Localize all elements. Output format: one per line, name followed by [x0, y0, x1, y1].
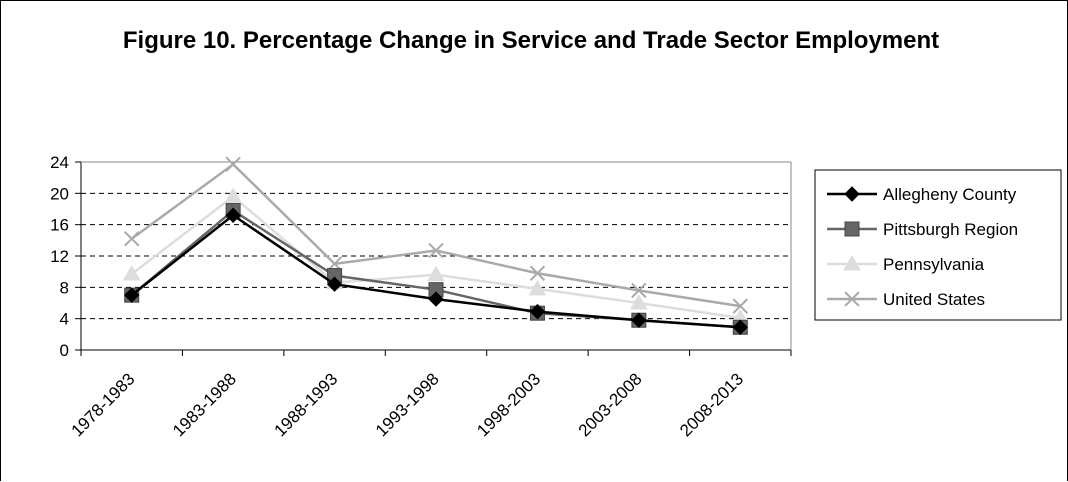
data-point-pennsylvania [629, 293, 648, 310]
legend-marker [844, 186, 860, 202]
y-tick-label: 24 [50, 153, 69, 172]
legend-item-united-states: United States [827, 290, 985, 309]
x-marker-stroke [428, 242, 444, 259]
x-marker-stroke [225, 156, 241, 173]
data-point-pennsylvania [122, 265, 141, 281]
series-united-states [124, 156, 748, 314]
legend-item-pittsburgh-region: Pittsburgh Region [827, 220, 1018, 239]
data-point-pennsylvania [427, 265, 445, 282]
legend-marker [844, 221, 860, 237]
y-tick-label: 12 [50, 247, 69, 266]
x-marker-stroke [732, 298, 748, 314]
data-point-allegheny-county [529, 303, 546, 320]
y-tick-label: 20 [50, 184, 69, 203]
x-marker-stroke [529, 265, 546, 281]
legend: Allegheny County Pittsburgh Region Pennsyl… [814, 169, 1062, 321]
data-point-united-states [225, 156, 241, 173]
x-tick-label: 2003-2008 [575, 369, 646, 440]
data-point-allegheny-county [225, 207, 241, 223]
series-group [122, 156, 750, 335]
legend-item-pennsylvania: Pennsylvania [827, 254, 985, 274]
x-marker-stroke [844, 291, 860, 307]
series-allegheny-county [124, 207, 748, 335]
legend-label: United States [883, 290, 985, 309]
legend-label: Pennsylvania [883, 255, 985, 274]
legend-marker [843, 254, 861, 271]
x-tick-label: 2008-2013 [676, 369, 747, 440]
data-point-united-states [124, 231, 140, 247]
data-point-allegheny-county [732, 319, 748, 335]
data-point-united-states [631, 282, 647, 299]
data-point-united-states [428, 242, 444, 259]
data-point-pennsylvania [224, 187, 243, 203]
data-point-allegheny-county [631, 312, 647, 328]
x-marker-stroke [631, 282, 647, 299]
y-tick-label: 8 [60, 278, 69, 297]
data-point-allegheny-county [326, 276, 343, 292]
data-point-pennsylvania [528, 279, 547, 296]
chart-title: Figure 10. Percentage Change in Service … [122, 27, 940, 54]
x-tick-label: 1993-1998 [372, 369, 443, 440]
y-tick-label: 0 [60, 341, 69, 360]
x-tick-label: 1983-1988 [169, 369, 240, 440]
legend-label: Allegheny County [883, 185, 1017, 204]
legend-label: Pittsburgh Region [883, 220, 1018, 239]
data-point-united-states [732, 298, 748, 314]
data-point-united-states [529, 265, 546, 281]
x-marker-stroke [124, 231, 140, 247]
legend-marker [844, 291, 860, 307]
y-tick-label: 4 [60, 310, 69, 329]
legend-item-allegheny-county: Allegheny County [827, 185, 1017, 204]
y-tick-label: 16 [50, 216, 69, 235]
data-point-allegheny-county [428, 291, 444, 307]
x-tick-label: 1988-1993 [270, 369, 341, 440]
x-tick-label: 1978-1983 [68, 369, 139, 440]
x-tick-label: 1998-2003 [473, 369, 544, 440]
data-point-allegheny-county [124, 287, 140, 303]
